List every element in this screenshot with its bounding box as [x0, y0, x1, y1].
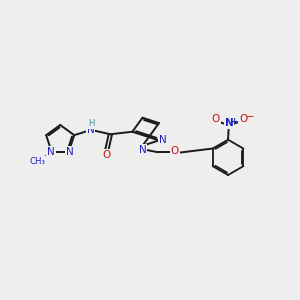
- Text: N: N: [159, 135, 167, 146]
- Text: H: H: [88, 119, 94, 128]
- Text: N: N: [66, 147, 73, 157]
- Text: N: N: [47, 147, 55, 157]
- Text: N: N: [225, 118, 234, 128]
- Text: O: O: [171, 146, 179, 156]
- Text: −: −: [246, 112, 254, 122]
- Text: O: O: [212, 114, 220, 124]
- Text: N: N: [86, 125, 94, 135]
- Text: O: O: [103, 150, 111, 160]
- Text: +: +: [230, 117, 238, 126]
- Text: N: N: [139, 145, 146, 155]
- Text: O: O: [239, 114, 248, 124]
- Text: CH₃: CH₃: [29, 157, 45, 166]
